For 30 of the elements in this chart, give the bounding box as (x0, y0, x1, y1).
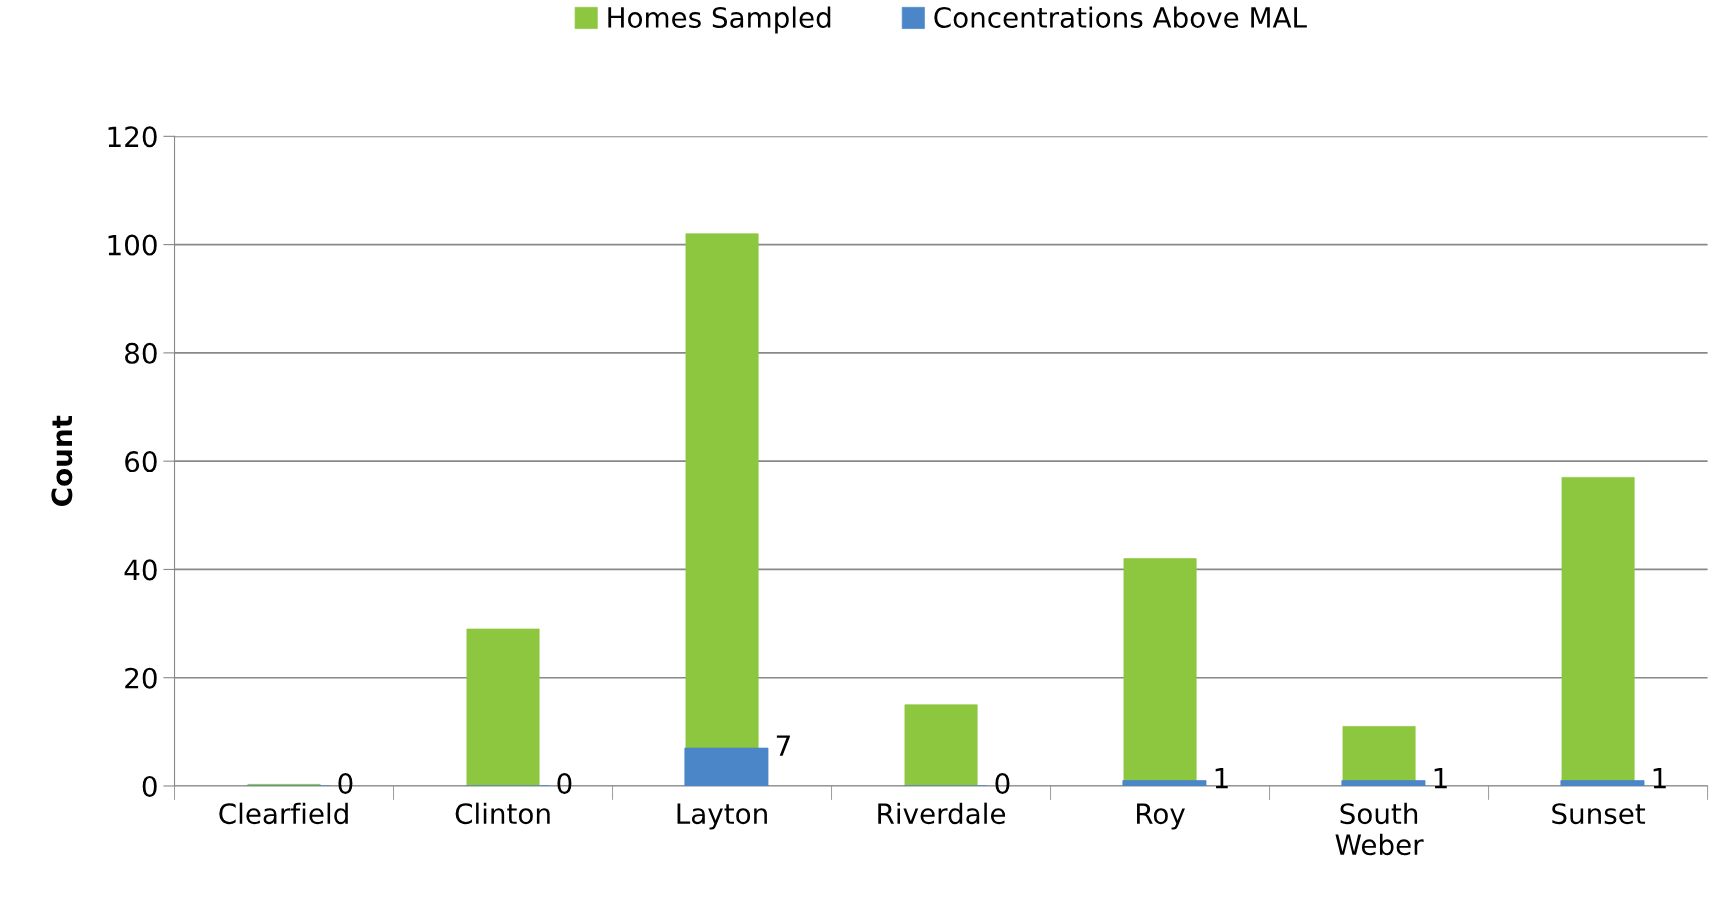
x-tick-label: Clearfield (219, 802, 348, 825)
data-label: 0 (557, 773, 572, 795)
data-label: 1 (1653, 767, 1666, 789)
y-tick-label: 80 (125, 342, 157, 364)
x-tick-label: Roy (1137, 803, 1185, 830)
data-label: 1 (1434, 767, 1447, 789)
x-tick-label: Sunset (1552, 803, 1646, 825)
x-tick-label: Layton (677, 803, 767, 830)
y-tick-label: 40 (124, 559, 157, 581)
y-tick-label: 120 (108, 126, 157, 148)
bar (1122, 780, 1207, 786)
legend-label: Homes Sampled (608, 6, 831, 34)
x-tick-label: Clinton (455, 802, 550, 825)
y-tick-label: 20 (125, 667, 157, 689)
x-tick-label: Riverdale (878, 802, 1006, 825)
y-tick-label: 0 (142, 775, 157, 797)
data-label: 7 (776, 735, 790, 756)
bar (1341, 780, 1426, 786)
x-tick-label: South Weber (1335, 802, 1424, 856)
bar (1560, 780, 1645, 786)
data-label: 1 (1215, 767, 1228, 789)
bar (684, 747, 769, 786)
bar (904, 704, 978, 786)
y-axis-title: Count (51, 415, 73, 506)
y-tick-label: 60 (125, 451, 157, 473)
y-tick-label: 100 (108, 234, 157, 256)
bar (466, 628, 540, 786)
data-label: 0 (995, 773, 1010, 795)
legend-label: Concentrations Above MAL (934, 6, 1307, 28)
data-label: 0 (338, 773, 353, 795)
